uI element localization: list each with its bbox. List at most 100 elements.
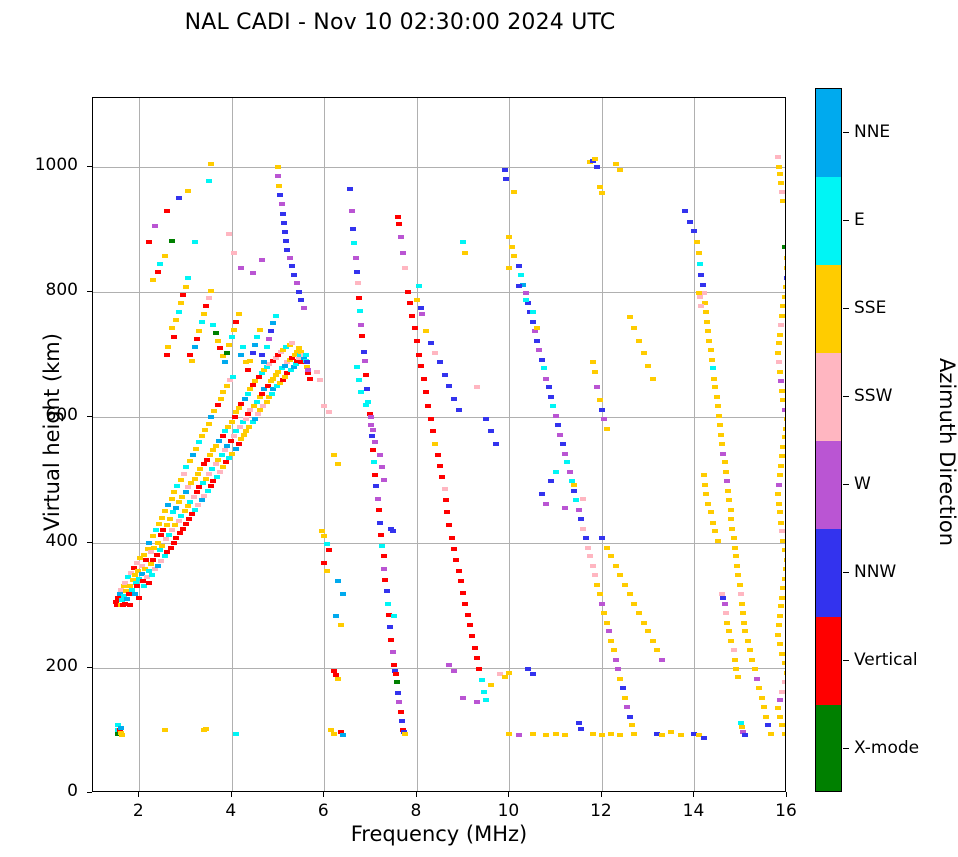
scatter-point — [715, 539, 721, 543]
scatter-point — [192, 508, 198, 512]
scatter-point — [712, 385, 718, 389]
scatter-point — [467, 623, 473, 627]
scatter-point — [245, 412, 251, 416]
scatter-point — [331, 453, 337, 457]
scatter-point — [585, 546, 591, 550]
scatter-point — [493, 442, 499, 446]
scatter-point — [488, 683, 494, 687]
scatter-point — [229, 420, 235, 424]
scatter-point — [232, 415, 238, 419]
scatter-point — [240, 345, 246, 349]
scatter-point — [636, 611, 642, 615]
scatter-point — [164, 353, 170, 357]
scatter-point — [701, 473, 707, 477]
scatter-point — [590, 360, 596, 364]
scatter-point — [775, 492, 781, 496]
scatter-point — [141, 553, 147, 557]
scatter-point — [782, 732, 785, 736]
x-tick — [693, 792, 695, 797]
scatter-point — [264, 345, 270, 349]
scatter-point — [238, 353, 244, 357]
scatter-point — [261, 360, 267, 364]
x-tick — [600, 792, 602, 797]
scatter-point — [209, 467, 215, 471]
scatter-point — [733, 554, 739, 558]
scatter-point — [722, 460, 728, 464]
scatter-point — [543, 502, 549, 506]
scatter-point — [177, 531, 183, 535]
scatter-point — [738, 592, 744, 596]
scatter-point — [601, 417, 607, 421]
scatter-point — [784, 417, 785, 421]
scatter-point — [225, 425, 231, 429]
scatter-point — [233, 732, 239, 736]
scatter-point — [543, 733, 549, 737]
scatter-point — [242, 397, 248, 401]
scatter-point — [213, 331, 219, 335]
scatter-point — [402, 732, 408, 736]
scatter-point — [428, 341, 434, 345]
scatter-point — [377, 453, 383, 457]
scatter-point — [130, 578, 136, 582]
scatter-point — [775, 706, 781, 710]
scatter-point — [412, 326, 418, 330]
scatter-point — [423, 390, 429, 394]
scatter-point — [418, 364, 424, 368]
scatter-point — [277, 193, 283, 197]
scatter-point — [122, 581, 128, 585]
scatter-point — [297, 353, 303, 357]
scatter-point — [714, 395, 720, 399]
scatter-point — [160, 528, 166, 532]
scatter-point — [335, 677, 341, 681]
scatter-point — [228, 439, 234, 443]
scatter-point — [359, 334, 365, 338]
scatter-point — [229, 452, 235, 456]
scatter-point — [734, 564, 740, 568]
scatter-point — [571, 489, 577, 493]
scatter-point — [354, 270, 360, 274]
scatter-point — [261, 368, 267, 372]
scatter-point — [592, 573, 598, 577]
colorbar-segment-x-mode — [816, 705, 841, 791]
ionogram-plot — [92, 97, 786, 792]
scatter-point — [192, 345, 198, 349]
scatter-point — [233, 410, 239, 414]
scatter-point — [550, 404, 556, 408]
scatter-point — [553, 732, 559, 736]
x-tick-label: 6 — [317, 801, 329, 821]
scatter-point — [173, 506, 179, 510]
scatter-point — [136, 596, 142, 600]
scatter-point — [548, 479, 554, 483]
scatter-point — [518, 273, 524, 277]
x-tick-label: 4 — [225, 801, 237, 821]
scatter-point — [178, 514, 184, 518]
scatter-point — [738, 721, 744, 725]
scatter-point — [590, 732, 596, 736]
scatter-point — [250, 383, 256, 387]
scatter-point — [213, 444, 219, 448]
scatter-point — [229, 335, 235, 339]
scatter-point — [723, 611, 729, 615]
scatter-point — [668, 730, 674, 734]
scatter-point — [233, 320, 239, 324]
scatter-point — [128, 571, 134, 575]
y-gridline — [93, 166, 785, 168]
scatter-point — [782, 661, 785, 665]
scatter-point — [715, 404, 721, 408]
scatter-point — [223, 460, 229, 464]
scatter-point — [782, 295, 785, 299]
scatter-point — [733, 667, 739, 671]
scatter-point — [246, 425, 252, 429]
scatter-point — [784, 266, 785, 270]
scatter-point — [754, 677, 760, 681]
scatter-point — [701, 736, 707, 740]
scatter-point — [728, 517, 734, 521]
scatter-point — [622, 583, 628, 587]
scatter-point — [462, 602, 468, 606]
x-tick — [508, 792, 510, 797]
scatter-point — [155, 541, 161, 545]
scatter-point — [194, 490, 200, 494]
scatter-point — [254, 400, 260, 404]
scatter-point — [126, 592, 132, 596]
scatter-point — [178, 478, 184, 482]
